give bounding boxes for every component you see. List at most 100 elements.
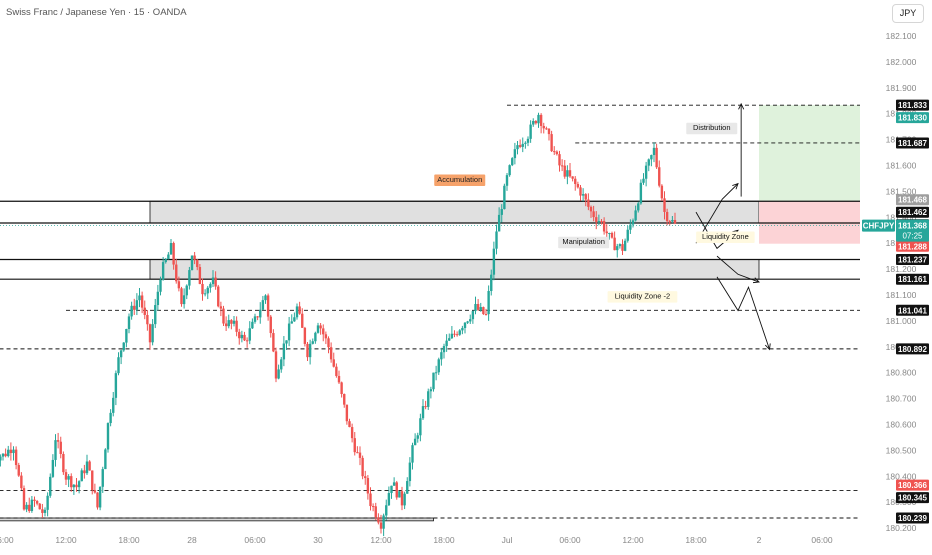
candle-body [608,232,611,234]
candle-body [592,211,595,218]
candle-body [175,264,178,282]
candle-body [51,459,55,477]
candle-body [350,427,354,439]
price-label-box [896,479,929,491]
candle-body [382,515,385,529]
candle-body [62,453,65,473]
candle-body [526,138,530,143]
arrow-head [738,102,745,110]
candle-body [539,114,543,126]
candle-body [135,300,139,310]
candle-body [332,359,335,367]
candle-body [54,440,57,460]
x-tick-label: Jul [502,535,513,545]
candle-body [114,373,118,398]
candle-body [495,231,498,249]
candle-body [385,505,388,516]
currency-button[interactable]: JPY [892,4,924,23]
candle-body [193,255,196,260]
y-tick-label: 180.800 [886,368,917,378]
x-tick-label: 30 [313,535,323,545]
candle-body [64,472,68,480]
candle-body [448,338,451,341]
y-tick-label: 180.500 [886,445,917,455]
candle-body [461,328,464,331]
candle-body [453,333,456,335]
candle-body [285,340,288,344]
projection-line [716,276,770,350]
candle-body [361,457,364,477]
candle-body [369,493,372,507]
candle-body [364,476,367,479]
candle-body [358,452,362,458]
candle-body [88,461,91,471]
candle-body [209,284,212,288]
price-label-box [896,512,929,524]
candle-body [571,176,574,179]
candle-body [12,449,15,454]
price-label-box [896,254,929,266]
candle-body [529,124,532,139]
candle-body [9,449,13,454]
y-tick-label: 181.200 [886,264,917,274]
y-tick-label: 180.200 [886,523,917,533]
candle-body [167,254,170,260]
candle-body [545,128,548,130]
candle-body [72,484,76,488]
candle-body [427,391,430,407]
candle-body [600,221,603,223]
candle-body [589,206,593,212]
candle-body [568,170,572,177]
candle-body [256,316,259,318]
candle-body [122,342,125,351]
candle-body [125,329,128,343]
candle-body [46,495,49,510]
x-tick-label: 06:00 [811,535,833,545]
candle-body [112,397,115,413]
current-price-label: 181.368 [898,222,927,231]
candle-body [277,369,280,379]
candle-body [119,350,123,358]
candle-body [14,449,18,466]
candle-body [476,303,480,310]
candle-body [211,277,215,285]
candle-body [634,210,637,221]
price-label-box [896,304,929,316]
candle-body [133,305,136,310]
candle-body [227,320,230,327]
arrow-head [732,182,739,190]
candle-body [264,295,267,301]
candle-body [419,418,422,436]
candle-body [235,320,238,332]
candle-body [595,217,598,222]
candle-body [469,319,472,322]
candle-body [337,375,341,383]
annotation-box [607,291,678,303]
annotation-label: Accumulation [437,175,482,184]
candle-body [623,240,627,251]
candle-body [127,316,131,330]
candle-body [658,167,661,186]
candle-body [93,490,97,493]
candle-body [398,491,401,498]
candle-body [647,159,650,166]
candle-body [348,421,351,428]
candle-body [185,285,188,296]
candle-body [429,389,433,392]
candle-body [308,343,312,358]
candle-body [534,120,538,124]
candle-body [222,308,225,324]
price-label-box [896,112,929,124]
candle-body [7,449,10,457]
candle-body [33,499,36,501]
candle-body [35,500,39,504]
candle-body [261,300,265,310]
candle-body [151,324,154,343]
candle-body [259,309,262,318]
candle-body [437,359,440,373]
price-label: 181.687 [898,139,927,148]
candle-body [668,221,671,223]
current-price-tag [896,219,929,242]
